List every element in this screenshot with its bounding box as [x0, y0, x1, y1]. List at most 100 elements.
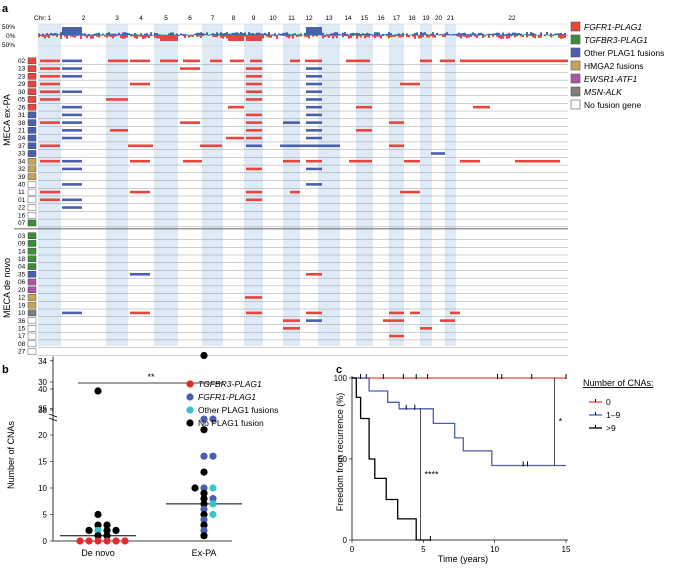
cna-gain-segment	[62, 90, 82, 94]
summary-gain-bar	[268, 32, 270, 35]
chr-label-21: 21	[447, 15, 455, 22]
summary-gain-bar	[382, 33, 384, 35]
sample-id: 12	[18, 295, 26, 302]
summary-gain-bar	[98, 32, 100, 35]
summary-gain-bar	[294, 33, 296, 35]
sample-id: 32	[18, 166, 26, 173]
summary-loss-bar	[356, 35, 358, 39]
legend-label: FGFR1-PLAG1	[584, 22, 642, 32]
sample-id: 23	[18, 73, 26, 80]
cna-gain-segment	[62, 129, 82, 132]
summary-gain-bar	[550, 33, 552, 35]
data-point	[94, 537, 102, 545]
cna-loss-segment	[200, 144, 222, 148]
data-point	[94, 387, 102, 395]
summary-gain-bar	[318, 27, 320, 35]
summary-loss-bar	[112, 35, 114, 39]
summary-gain-bar	[204, 33, 206, 35]
data-point	[85, 526, 93, 535]
legend-label: Other PLAG1 fusions	[198, 405, 278, 415]
legend-label: HMGA2 fusions	[584, 61, 644, 71]
summary-loss-bar	[166, 35, 168, 41]
summary-loss-bar	[408, 35, 410, 38]
panel-b-legend: TGFBR3-PLAG1 FGFR1-PLAG1 Other PLAG1 fusio…	[186, 379, 278, 428]
summary-gain-bar	[212, 33, 214, 35]
cna-loss-segment	[246, 113, 262, 117]
summary-loss-bar	[416, 35, 418, 36]
summary-gain-bar	[102, 33, 104, 35]
summary-loss-bar	[90, 35, 92, 39]
summary-loss-bar	[450, 35, 452, 36]
chr-label-6: 6	[188, 15, 192, 22]
cna-loss-segment	[130, 190, 150, 194]
sample-fusion-swatch	[27, 204, 37, 211]
summary-loss-bar	[368, 35, 370, 38]
summary-loss-bar	[322, 35, 324, 39]
y-tick-label: 34	[38, 357, 47, 366]
sample-id: 13	[18, 66, 26, 73]
summary-loss-bar	[326, 35, 328, 37]
summary-gain-bar	[486, 34, 488, 35]
sample-id: 27	[18, 349, 26, 356]
summary-gain-bar	[474, 33, 476, 35]
cna-gain-segment	[306, 98, 322, 101]
sample-id: 36	[18, 318, 26, 325]
summary-gain-bar	[76, 27, 78, 35]
summary-loss-bar	[148, 35, 150, 39]
summary-loss-bar	[456, 35, 458, 37]
y-tick-label: 15	[38, 458, 47, 467]
summary-gain-bar	[62, 27, 64, 35]
summary-gain-bar	[456, 33, 458, 35]
summary-loss-bar	[364, 35, 366, 39]
data-point	[209, 495, 217, 503]
summary-gain-bar	[326, 34, 328, 35]
chr-label-9: 9	[252, 15, 256, 22]
summary-loss-bar	[344, 35, 346, 37]
sample-fusion-swatch	[27, 96, 37, 103]
summary-gain-bar	[38, 33, 40, 35]
summary-loss-bar	[246, 35, 248, 41]
data-point	[76, 537, 84, 545]
summary-gain-bar	[502, 32, 504, 35]
cna-loss-segment	[250, 59, 262, 63]
summary-loss-bar	[516, 35, 518, 37]
summary-gain-bar	[120, 34, 122, 35]
summary-loss-bar	[282, 35, 284, 36]
y-tick-label: 5	[43, 511, 48, 520]
summary-loss-bar	[406, 35, 408, 37]
summary-gain-bar	[416, 32, 418, 35]
summary-loss-bar	[360, 35, 362, 38]
summary-gain-bar	[430, 33, 432, 35]
summary-loss-bar	[484, 35, 486, 37]
cna-loss-segment	[40, 198, 60, 202]
summary-gain-bar	[226, 32, 228, 35]
summary-gain-bar	[250, 33, 252, 35]
summary-loss-bar	[270, 35, 272, 38]
chr-label-1: 1	[48, 15, 52, 22]
summary-loss-bar	[482, 35, 484, 39]
data-point	[200, 510, 208, 519]
summary-loss-bar	[540, 35, 542, 38]
sample-fusion-swatch	[27, 73, 37, 80]
sample-fusion-swatch	[27, 134, 37, 142]
summary-gain-bar	[286, 32, 288, 35]
summary-loss-bar	[116, 35, 118, 36]
summary-loss-bar	[444, 35, 446, 38]
summary-loss-bar	[460, 35, 462, 39]
summary-loss-bar	[274, 35, 276, 37]
summary-loss-bar	[534, 35, 536, 39]
summary-loss-bar	[60, 35, 62, 39]
summary-loss-bar	[66, 35, 68, 39]
summary-loss-bar	[376, 35, 378, 37]
data-point	[200, 415, 208, 423]
summary-loss-bar	[358, 35, 360, 37]
summary-gain-bar	[544, 34, 546, 35]
data-point	[94, 526, 102, 535]
summary-loss-bar	[140, 35, 142, 37]
summary-loss-bar	[82, 35, 84, 36]
summary-loss-bar	[96, 35, 98, 37]
y-tick-label: 0	[343, 536, 348, 545]
summary-loss-bar	[512, 35, 514, 36]
summary-gain-bar	[504, 34, 506, 35]
summary-gain-bar	[56, 33, 58, 35]
